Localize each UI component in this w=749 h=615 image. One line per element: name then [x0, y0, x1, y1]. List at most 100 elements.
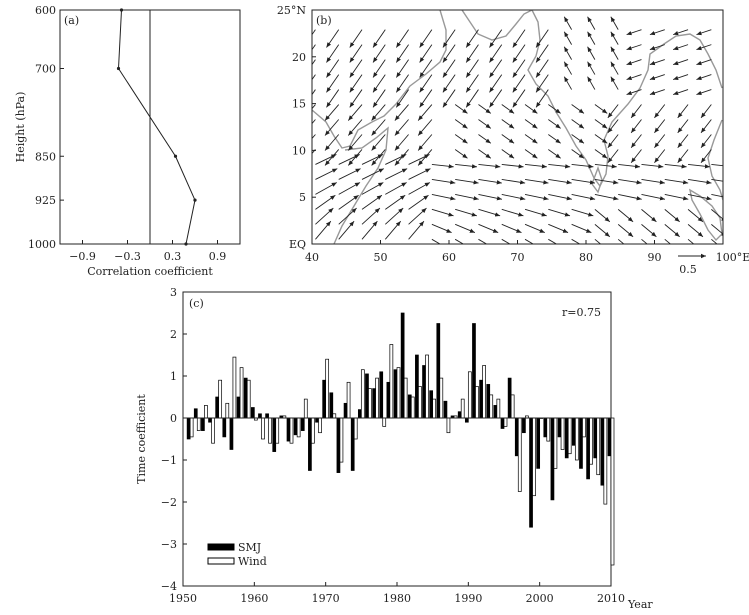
wind-vector-arrow — [384, 207, 404, 225]
bar-wind-1981 — [403, 377, 408, 419]
wind-vector-arrow — [673, 89, 689, 96]
wind-vector-arrow — [618, 178, 642, 185]
bar-wind-2010 — [610, 417, 615, 566]
wind-vector-arrow — [501, 178, 526, 185]
wind-vector-arrow — [654, 119, 666, 134]
wind-vector-arrow — [395, 29, 409, 48]
panel-a-x-tick-label: −0.9 — [69, 250, 96, 263]
wind-vector-arrow — [431, 163, 454, 169]
wind-vector-arrow — [512, 44, 526, 63]
wind-vector-arrow — [312, 59, 316, 66]
wind-vector-arrow — [594, 193, 619, 201]
wind-vector-arrow — [548, 104, 561, 114]
wind-vector-arrow — [501, 163, 524, 169]
wind-vector-arrow — [594, 134, 608, 144]
wind-vector-arrow — [535, 74, 549, 93]
coastline-horn-africa — [333, 126, 389, 244]
wind-vector-arrow — [548, 163, 571, 169]
wind-vector-arrow — [571, 134, 585, 144]
bar-smj-2001 — [543, 417, 548, 438]
panel-b-x-tick-label: 70 — [511, 251, 525, 264]
bar-smj-1986 — [436, 323, 441, 419]
wind-vector-arrow — [361, 207, 381, 225]
wind-vector-arrow — [711, 178, 723, 182]
wind-vector-arrow — [431, 178, 456, 185]
wind-vector-arrow — [711, 223, 723, 237]
bar-wind-1990 — [467, 371, 472, 419]
bar-wind-1974 — [353, 417, 358, 440]
bar-smj-1970 — [322, 379, 327, 419]
wind-vector-arrow — [673, 44, 689, 51]
wind-vector-arrow — [571, 178, 596, 185]
wind-vector-arrow — [677, 149, 689, 164]
wind-vector-arrow — [501, 193, 526, 201]
wind-vector-arrow — [455, 193, 479, 201]
bar-smj-1961 — [258, 413, 262, 419]
bar-smj-1963 — [272, 417, 277, 452]
wind-vector-arrow — [372, 59, 386, 78]
wind-vector-arrow — [501, 208, 524, 217]
bar-wind-2009 — [603, 417, 608, 505]
panel-b-y-tick-label: 20 — [292, 51, 306, 64]
panel-b-y-tick-label: 5 — [299, 191, 306, 204]
bar-smj-1968 — [308, 417, 312, 471]
wind-vector-arrow — [696, 29, 712, 36]
bar-wind-1958 — [239, 367, 244, 419]
wind-vector-arrow — [563, 16, 573, 30]
wind-vector-arrow — [673, 59, 689, 66]
wind-vector-arrow — [455, 163, 478, 169]
bar-smj-1992 — [479, 379, 483, 419]
wind-vector-arrow — [361, 182, 384, 195]
bar-wind-1976 — [368, 388, 372, 419]
wind-vector-arrow — [641, 223, 657, 238]
wind-vector-arrow — [478, 149, 492, 159]
bar-smj-1972 — [336, 417, 341, 473]
wind-vector-arrow — [535, 44, 549, 63]
bar-wind-1962 — [268, 417, 272, 444]
reference-vector-label: 0.5 — [679, 263, 697, 276]
wind-vector-arrow — [524, 178, 549, 185]
wind-vector-arrow — [626, 44, 642, 51]
panel-c-x-tick-label: 2000 — [526, 592, 554, 605]
wind-vector-arrow — [489, 89, 503, 108]
wind-vector-arrow — [587, 61, 596, 75]
wind-vector-arrow — [312, 119, 316, 125]
wind-vector-arrow — [315, 220, 332, 240]
panel-c-y-tick-label: 1 — [170, 370, 177, 383]
wind-vector-arrow — [326, 59, 340, 78]
coastline-malay-peninsula — [707, 119, 723, 201]
wind-vector-arrow — [618, 193, 642, 201]
wind-vector-arrow — [664, 193, 689, 201]
wind-vector-arrow — [501, 119, 515, 129]
bar-smj-1952 — [193, 408, 198, 419]
wind-vector-arrow — [385, 194, 406, 210]
wind-vector-arrow — [478, 238, 488, 244]
legend-label-wind: Wind — [238, 555, 267, 568]
bar-smj-1983 — [415, 354, 419, 419]
bar-smj-1989 — [457, 411, 462, 419]
wind-vector-arrow — [548, 119, 561, 129]
bar-wind-1995 — [503, 417, 508, 427]
wind-vector-arrow — [649, 89, 665, 96]
wind-vector-arrow — [587, 76, 596, 90]
wind-vector-arrow — [371, 119, 386, 136]
wind-vector-arrow — [349, 44, 363, 63]
wind-vector-arrow — [649, 74, 665, 81]
wind-vector-arrow — [455, 208, 477, 217]
panel-a-x-tick-label: 0.3 — [164, 250, 182, 263]
bar-wind-1968 — [311, 417, 315, 444]
panel-a-data-point — [119, 8, 124, 12]
panel-a-correlation-line — [117, 9, 196, 245]
panel-c-x-tick-label: 1950 — [169, 592, 197, 605]
wind-vector-arrow — [594, 119, 608, 129]
bar-wind-1973 — [346, 381, 351, 419]
wind-vector-arrow — [465, 74, 479, 93]
bar-smj-1959 — [243, 377, 248, 419]
wind-vector-arrow — [312, 29, 316, 36]
wind-vector-arrow — [563, 76, 573, 90]
wind-vector-arrow — [594, 104, 608, 114]
wind-vector-arrow — [617, 209, 634, 223]
panel-b-x-tick-label: 100°E — [716, 251, 749, 264]
bar-wind-1972 — [339, 417, 344, 463]
wind-vector-arrow — [454, 119, 468, 129]
